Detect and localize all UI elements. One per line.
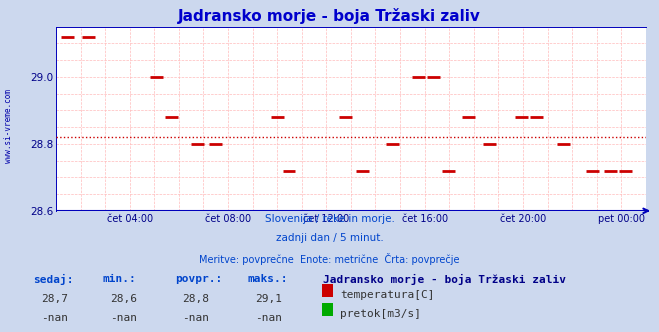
Text: sedaj:: sedaj: — [33, 274, 73, 285]
Text: www.si-vreme.com: www.si-vreme.com — [4, 89, 13, 163]
Text: Jadransko morje - boja Tržaski zaliv: Jadransko morje - boja Tržaski zaliv — [323, 274, 566, 285]
Text: Meritve: povprečne  Enote: metrične  Črta: povprečje: Meritve: povprečne Enote: metrične Črta:… — [199, 253, 460, 265]
Text: -nan: -nan — [183, 313, 210, 323]
Text: pretok[m3/s]: pretok[m3/s] — [340, 309, 421, 319]
Text: zadnji dan / 5 minut.: zadnji dan / 5 minut. — [275, 233, 384, 243]
Text: -nan: -nan — [255, 313, 282, 323]
Text: 28,7: 28,7 — [41, 294, 68, 304]
Text: -nan: -nan — [41, 313, 68, 323]
Text: 29,1: 29,1 — [255, 294, 282, 304]
Text: min.:: min.: — [102, 274, 136, 284]
Text: 28,6: 28,6 — [110, 294, 137, 304]
Text: Jadransko morje - boja Tržaski zaliv: Jadransko morje - boja Tržaski zaliv — [178, 8, 481, 24]
Text: -nan: -nan — [110, 313, 137, 323]
Text: temperatura[C]: temperatura[C] — [340, 290, 434, 300]
Text: maks.:: maks.: — [247, 274, 287, 284]
Text: Slovenija / reke in morje.: Slovenija / reke in morje. — [264, 214, 395, 224]
Text: 28,8: 28,8 — [183, 294, 210, 304]
Text: povpr.:: povpr.: — [175, 274, 222, 284]
